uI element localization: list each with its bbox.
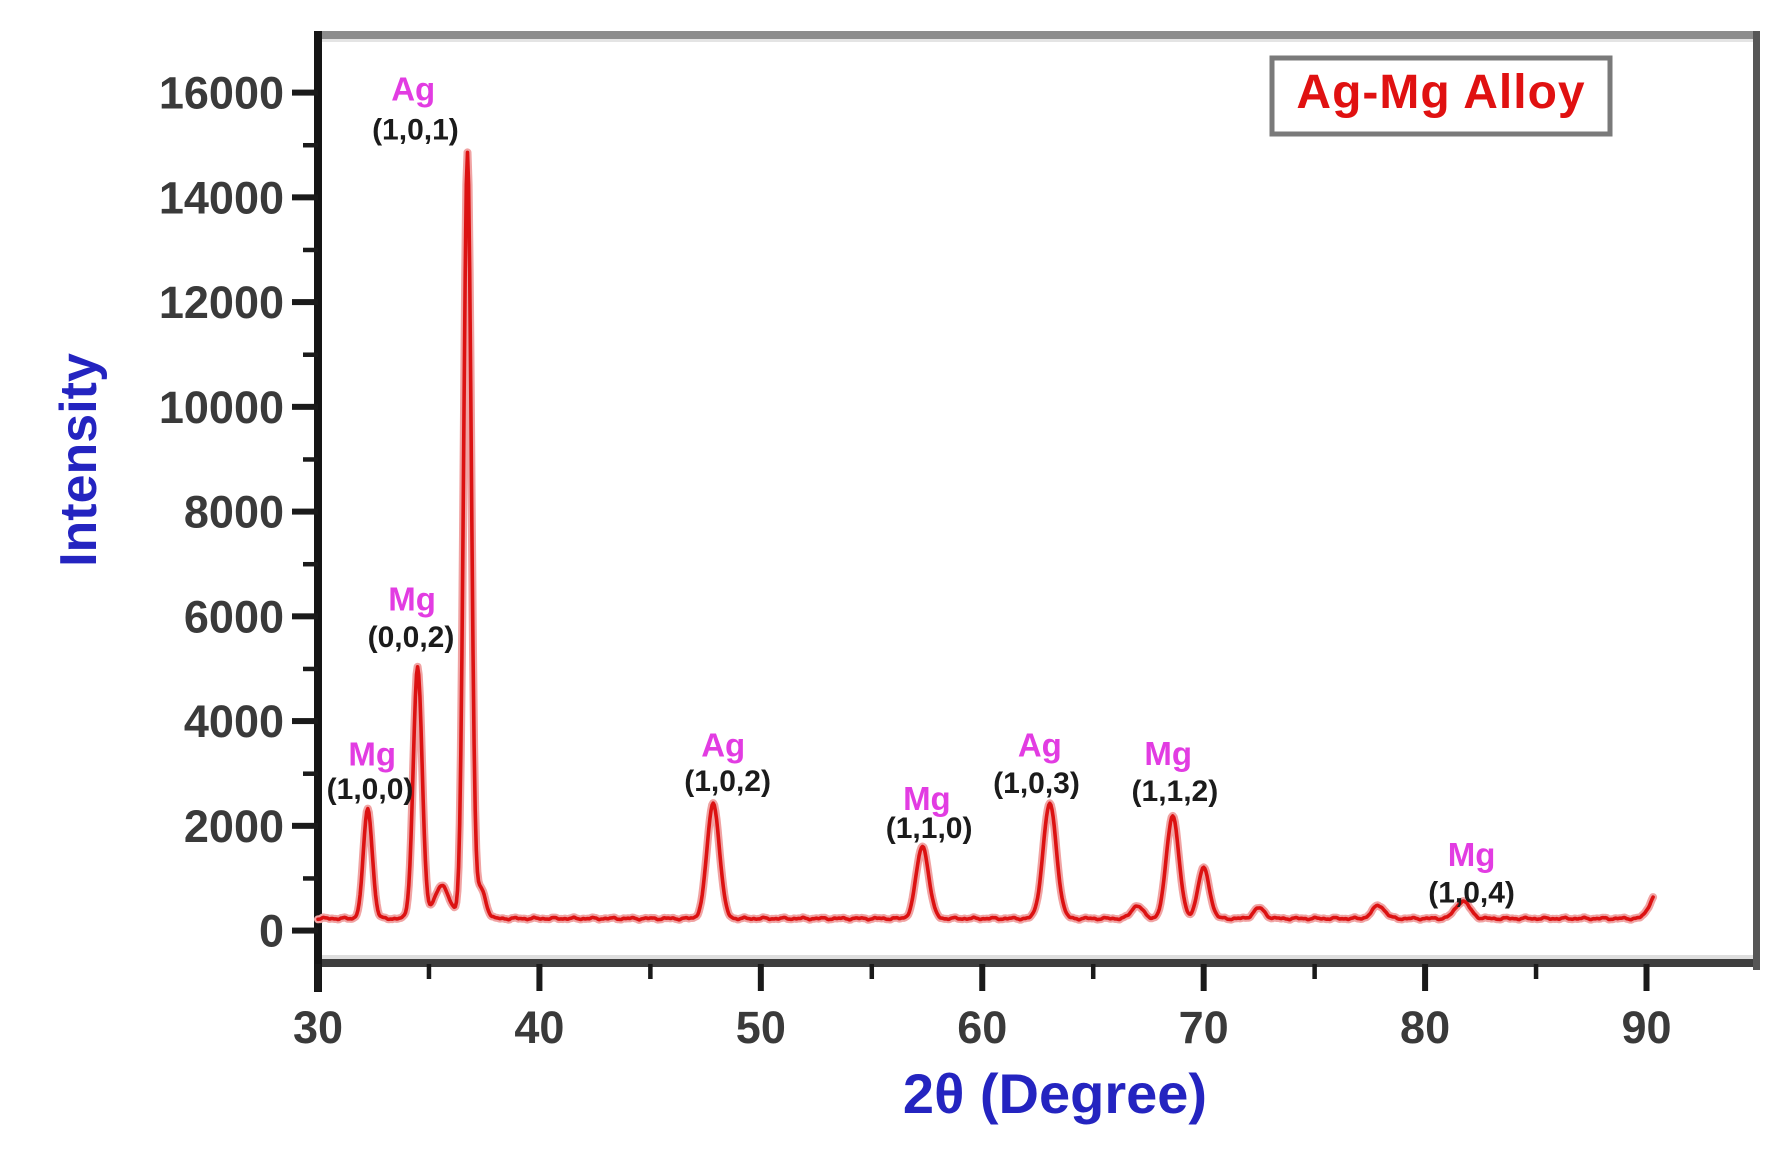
- x-major-tick: [1422, 964, 1429, 991]
- y-major-tick: [292, 718, 318, 725]
- x-minor-tick: [1533, 964, 1539, 979]
- peak-annotation: Ag (1,0,1): [372, 70, 459, 146]
- y-tick-label: 8000: [184, 487, 284, 538]
- peak-annotation: Mg(1,0,0): [327, 735, 414, 806]
- diffraction-curve: [314, 148, 1658, 924]
- peak-hkl-label: (1,0,3): [993, 767, 1080, 800]
- x-major-tick: [979, 964, 986, 991]
- y-minor-tick: [303, 666, 318, 672]
- axis-ticks: [292, 89, 1650, 991]
- x-tick-label: 70: [1179, 1002, 1229, 1053]
- x-tick-label: 60: [957, 1002, 1007, 1053]
- x-tick-label: 40: [514, 1002, 564, 1053]
- x-minor-tick: [1090, 964, 1096, 979]
- y-major-tick: [292, 822, 318, 829]
- peak-phase-label: Mg: [348, 735, 396, 772]
- x-minor-tick: [1312, 964, 1317, 979]
- x-major-tick: [536, 964, 543, 991]
- y-minor-tick: [303, 771, 318, 776]
- x-axis-title: 2θ (Degree): [903, 1062, 1207, 1125]
- x-minor-tick: [648, 964, 653, 979]
- x-tick-label: 50: [736, 1002, 786, 1053]
- peak-hkl-label: (1,1,0): [886, 812, 973, 845]
- x-tick-label: 90: [1621, 1002, 1671, 1053]
- peak-phase-label: Ag: [1018, 727, 1062, 764]
- y-tick-label: 10000: [159, 382, 284, 433]
- top-spine: [315, 31, 1760, 39]
- y-major-tick: [292, 194, 318, 201]
- y-tick-label: 4000: [184, 696, 284, 747]
- y-minor-tick: [303, 352, 318, 357]
- y-tick-label: 6000: [184, 591, 284, 642]
- curve-line: [316, 150, 1655, 922]
- peak-phase-label: Mg: [1448, 836, 1496, 873]
- right-spine: [1753, 31, 1760, 970]
- peak-annotation: Mg(1,1,2): [1132, 735, 1219, 808]
- top-spine-inner-highlight: [318, 39, 1755, 42]
- y-minor-tick: [303, 561, 318, 567]
- y-minor-tick: [303, 876, 318, 881]
- y-tick-label: 0: [259, 906, 284, 957]
- y-minor-tick: [303, 142, 318, 148]
- x-tick-label: 80: [1400, 1002, 1450, 1053]
- peak-hkl-label: (1,0,0): [327, 773, 414, 806]
- curve-halo: [314, 148, 1658, 924]
- peak-phase-label: Mg: [903, 780, 951, 817]
- x-tick-label: 30: [293, 1002, 343, 1053]
- x-minor-tick: [426, 964, 432, 979]
- y-minor-tick: [303, 247, 318, 253]
- y-tick-label: 12000: [159, 277, 284, 328]
- x-major-tick: [1643, 964, 1650, 991]
- peak-annotation: Ag(1,0,2): [684, 727, 771, 798]
- legend: Ag-Mg Alloy: [1269, 55, 1613, 137]
- peak-hkl-label: (1,0,4): [1428, 876, 1515, 909]
- y-axis-title: Intensity: [50, 353, 108, 567]
- legend-label: Ag-Mg Alloy: [1296, 66, 1585, 119]
- y-major-tick: [292, 89, 318, 96]
- peak-annotations: Mg(1,0,0)Mg(0,0,2)Ag(1,0,1)Ag(1,0,2) Mg(1…: [327, 70, 1515, 909]
- peak-hkl-label: (1,0,1): [372, 113, 459, 146]
- axis-tick-labels: 30 40 50 60 70 80 90 0 2000 4000 6000 8000 10000 1200…: [159, 68, 1672, 1053]
- peak-phase-label: Ag: [701, 727, 745, 764]
- x-major-tick: [1200, 964, 1207, 991]
- y-major-tick: [292, 508, 318, 515]
- peak-phase-label: Mg: [388, 580, 436, 617]
- x-major-tick: [757, 964, 764, 991]
- legend-box: [1269, 55, 1613, 137]
- y-tick-label: 14000: [159, 172, 284, 223]
- x-major-tick: [315, 964, 321, 991]
- bottom-spine-inner-highlight: [318, 955, 1755, 959]
- x-minor-tick: [869, 964, 875, 979]
- y-minor-tick: [303, 457, 318, 462]
- y-tick-label: 2000: [184, 801, 284, 852]
- peak-annotation: Mg(1,0,4): [1428, 836, 1515, 909]
- peak-phase-label: Ag: [391, 70, 435, 107]
- peak-hkl-label: (1,0,2): [684, 765, 771, 798]
- y-major-tick: [292, 613, 318, 620]
- plot-border: [314, 31, 1760, 992]
- peak-annotation: Ag(1,0,3): [993, 727, 1080, 800]
- peak-annotation: Mg (0,0,2): [368, 580, 455, 653]
- peak-hkl-label: (1,1,2): [1132, 775, 1219, 808]
- y-major-tick: [292, 403, 318, 410]
- peak-hkl-label: (0,0,2): [368, 621, 455, 654]
- peak-phase-label: Mg: [1144, 735, 1192, 772]
- y-major-tick: [292, 927, 318, 934]
- y-major-tick: [292, 299, 318, 306]
- peak-annotation: Mg(1,1,0): [886, 780, 973, 845]
- bottom-spine: [315, 959, 1760, 967]
- y-tick-label: 16000: [159, 68, 284, 119]
